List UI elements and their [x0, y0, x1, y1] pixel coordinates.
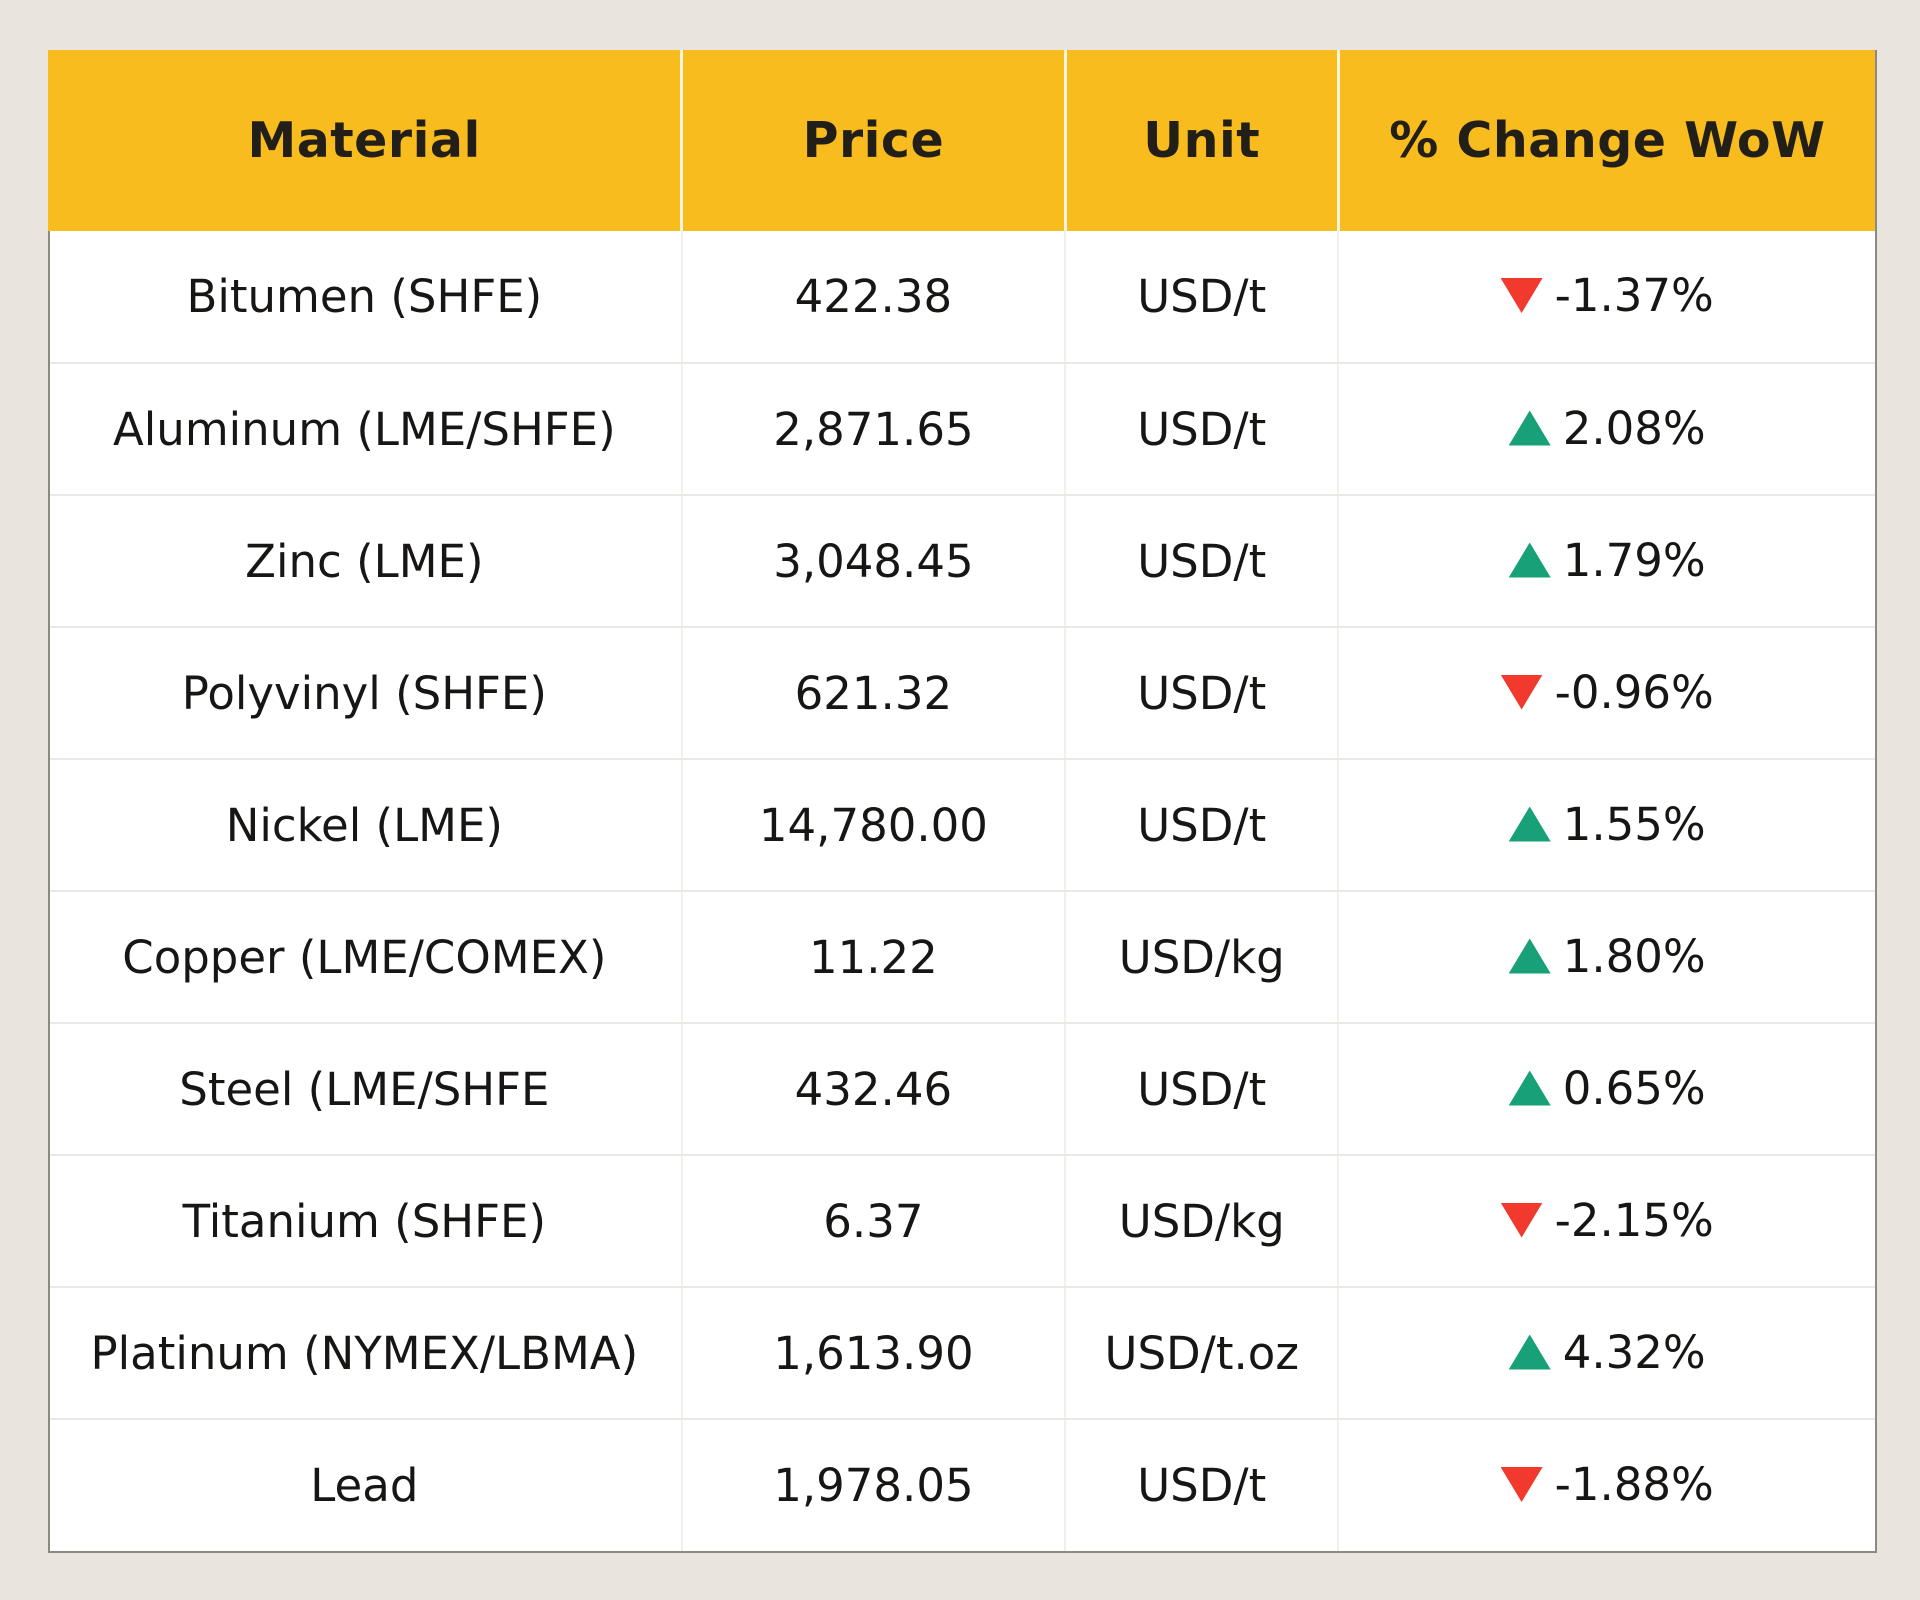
change-indicator: 0.65%: [1508, 1061, 1706, 1115]
change-cell: 0.65%: [1338, 1023, 1875, 1156]
trend-down-icon: [1500, 1202, 1543, 1238]
unit-cell: USD/t: [1065, 363, 1340, 496]
table-row: Aluminum (LME/SHFE) 2,871.65 USD/t 2.08%: [48, 363, 1875, 496]
change-cell: 1.55%: [1338, 759, 1875, 892]
material-cell: Aluminum (LME/SHFE): [48, 363, 683, 496]
trend-down-icon: [1500, 278, 1543, 313]
trend-up-icon: [1508, 410, 1551, 446]
table-row: Zinc (LME) 3,048.45 USD/t 1.79%: [48, 495, 1875, 628]
change-cell: 1.79%: [1338, 495, 1875, 628]
material-cell: Platinum (NYMEX/LBMA): [48, 1287, 683, 1420]
column-header-price: Price: [681, 50, 1067, 231]
trend-up-icon: [1508, 806, 1551, 842]
column-header-unit: Unit: [1065, 50, 1340, 231]
unit-cell: USD/t: [1065, 495, 1340, 628]
unit-cell: USD/t: [1065, 1023, 1340, 1156]
price-cell: 11.22: [681, 891, 1067, 1024]
table-row: Nickel (LME) 14,780.00 USD/t 1.55%: [48, 759, 1875, 892]
unit-cell: USD/t: [1065, 231, 1340, 364]
table-row: Lead 1,978.05 USD/t -1.88%: [48, 1419, 1875, 1551]
trend-down-icon: [1500, 674, 1543, 710]
change-indicator: 4.32%: [1508, 1325, 1706, 1379]
change-cell: -2.15%: [1338, 1155, 1875, 1288]
trend-up-icon: [1508, 938, 1551, 974]
change-value: 1.55%: [1562, 797, 1706, 851]
change-indicator: 1.80%: [1508, 929, 1706, 983]
material-cell: Copper (LME/COMEX): [48, 891, 683, 1024]
header-row: Material Price Unit % Change WoW: [48, 50, 1875, 231]
unit-cell: USD/kg: [1065, 1155, 1340, 1288]
change-indicator: -2.15%: [1500, 1193, 1714, 1247]
price-cell: 14,780.00: [681, 759, 1067, 892]
table-row: Titanium (SHFE) 6.37 USD/kg -2.15%: [48, 1155, 1875, 1288]
change-indicator: 1.55%: [1508, 797, 1706, 851]
change-value: 1.79%: [1562, 533, 1706, 587]
change-value: -1.88%: [1554, 1458, 1714, 1511]
change-cell: -1.88%: [1338, 1419, 1875, 1551]
change-indicator: 1.79%: [1508, 533, 1706, 587]
price-cell: 1,613.90: [681, 1287, 1067, 1420]
column-header-change-wow: % Change WoW: [1338, 50, 1875, 231]
material-cell: Titanium (SHFE): [48, 1155, 683, 1288]
change-value: 0.65%: [1562, 1061, 1706, 1115]
price-cell: 1,978.05: [681, 1419, 1067, 1551]
change-value: -0.96%: [1554, 665, 1714, 719]
table-header: Material Price Unit % Change WoW: [48, 50, 1875, 231]
change-value: 2.08%: [1562, 401, 1706, 455]
change-indicator: -0.96%: [1500, 665, 1714, 719]
change-cell: -0.96%: [1338, 627, 1875, 760]
material-cell: Bitumen (SHFE): [48, 231, 683, 364]
change-indicator: -1.37%: [1500, 269, 1714, 322]
change-value: -1.37%: [1554, 269, 1714, 322]
unit-cell: USD/t.oz: [1065, 1287, 1340, 1420]
change-value: 1.80%: [1562, 929, 1706, 983]
material-cell: Polyvinyl (SHFE): [48, 627, 683, 760]
column-header-material: Material: [48, 50, 684, 231]
table-row: Steel (LME/SHFE 432.46 USD/t 0.65%: [48, 1023, 1875, 1156]
change-cell: 2.08%: [1338, 363, 1875, 496]
change-indicator: -1.88%: [1500, 1458, 1714, 1511]
change-value: 4.32%: [1562, 1325, 1706, 1379]
price-cell: 621.32: [681, 627, 1067, 760]
price-cell: 432.46: [681, 1023, 1067, 1156]
table-body: Bitumen (SHFE) 422.38 USD/t -1.37% Alumi…: [48, 231, 1875, 1551]
change-value: -2.15%: [1554, 1193, 1714, 1247]
price-cell: 2,871.65: [681, 363, 1067, 496]
unit-cell: USD/t: [1065, 1419, 1340, 1551]
materials-price-table: Material Price Unit % Change WoW Bitumen…: [48, 50, 1875, 1551]
trend-down-icon: [1500, 1467, 1543, 1502]
material-cell: Steel (LME/SHFE: [48, 1023, 683, 1156]
price-cell: 422.38: [681, 231, 1067, 364]
table-row: Polyvinyl (SHFE) 621.32 USD/t -0.96%: [48, 627, 1875, 760]
material-cell: Nickel (LME): [48, 759, 683, 892]
unit-cell: USD/kg: [1065, 891, 1340, 1024]
unit-cell: USD/t: [1065, 759, 1340, 892]
price-cell: 3,048.45: [681, 495, 1067, 628]
price-cell: 6.37: [681, 1155, 1067, 1288]
trend-up-icon: [1508, 542, 1551, 578]
change-cell: 4.32%: [1338, 1287, 1875, 1420]
change-cell: 1.80%: [1338, 891, 1875, 1024]
material-cell: Zinc (LME): [48, 495, 683, 628]
material-cell: Lead: [48, 1419, 683, 1551]
table-row: Platinum (NYMEX/LBMA) 1,613.90 USD/t.oz …: [48, 1287, 1875, 1420]
table-row: Copper (LME/COMEX) 11.22 USD/kg 1.80%: [48, 891, 1875, 1024]
price-table-container: Material Price Unit % Change WoW Bitumen…: [48, 50, 1877, 1553]
trend-up-icon: [1508, 1334, 1551, 1370]
change-indicator: 2.08%: [1508, 401, 1706, 455]
change-cell: -1.37%: [1338, 231, 1875, 364]
trend-up-icon: [1508, 1070, 1551, 1106]
table-row: Bitumen (SHFE) 422.38 USD/t -1.37%: [48, 231, 1875, 364]
unit-cell: USD/t: [1065, 627, 1340, 760]
